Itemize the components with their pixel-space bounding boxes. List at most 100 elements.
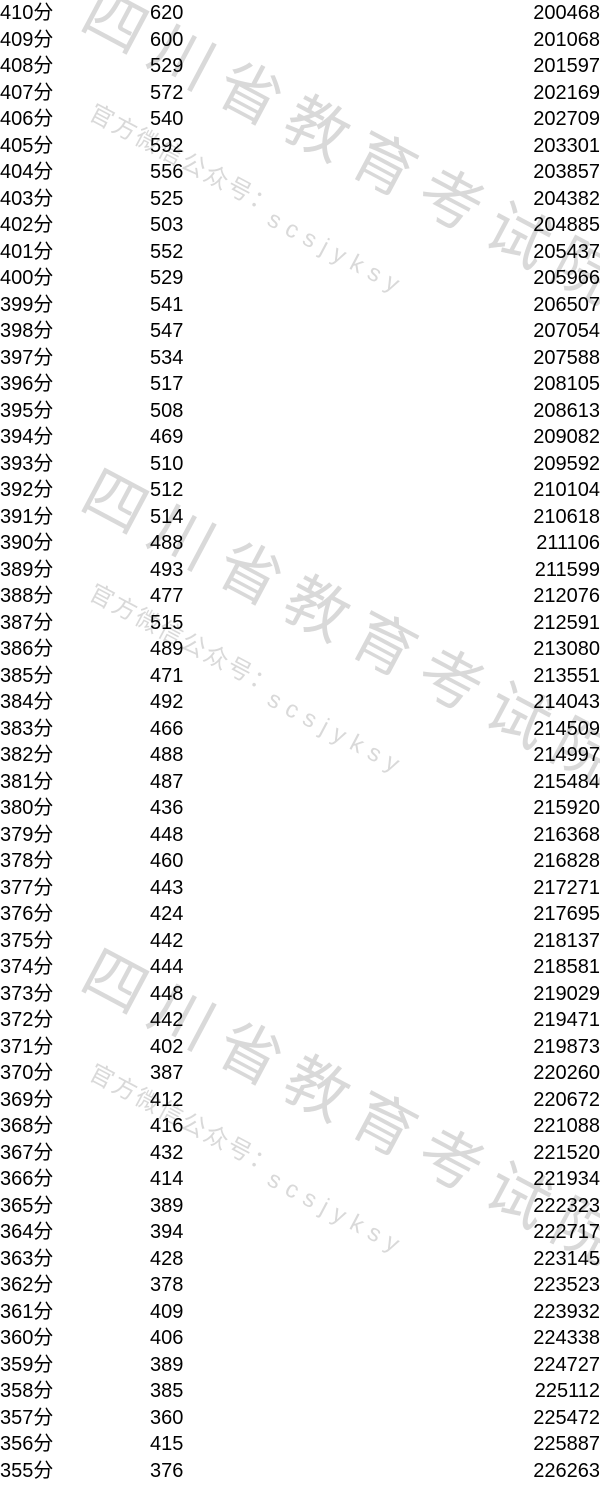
cumulative-cell: 221934 bbox=[320, 1166, 600, 1193]
count-cell: 448 bbox=[150, 981, 320, 1008]
table-row: 394分469209082 bbox=[0, 424, 600, 451]
table-row: 380分436215920 bbox=[0, 795, 600, 822]
table-row: 405分592203301 bbox=[0, 133, 600, 160]
count-cell: 444 bbox=[150, 954, 320, 981]
count-cell: 515 bbox=[150, 610, 320, 637]
score-cell: 376分 bbox=[0, 901, 150, 928]
count-cell: 385 bbox=[150, 1378, 320, 1405]
table-row: 409分600201068 bbox=[0, 27, 600, 54]
score-cell: 363分 bbox=[0, 1246, 150, 1273]
score-cell: 391分 bbox=[0, 504, 150, 531]
table-row: 376分424217695 bbox=[0, 901, 600, 928]
cumulative-cell: 221520 bbox=[320, 1140, 600, 1167]
cumulative-cell: 210104 bbox=[320, 477, 600, 504]
score-cell: 367分 bbox=[0, 1140, 150, 1167]
cumulative-cell: 219873 bbox=[320, 1034, 600, 1061]
score-cell: 375分 bbox=[0, 928, 150, 955]
cumulative-cell: 213080 bbox=[320, 636, 600, 663]
count-cell: 432 bbox=[150, 1140, 320, 1167]
cumulative-cell: 209082 bbox=[320, 424, 600, 451]
count-cell: 540 bbox=[150, 106, 320, 133]
cumulative-cell: 200468 bbox=[320, 0, 600, 27]
score-cell: 400分 bbox=[0, 265, 150, 292]
table-row: 357分360225472 bbox=[0, 1405, 600, 1432]
cumulative-cell: 216368 bbox=[320, 822, 600, 849]
table-row: 395分508208613 bbox=[0, 398, 600, 425]
count-cell: 412 bbox=[150, 1087, 320, 1114]
cumulative-cell: 219029 bbox=[320, 981, 600, 1008]
count-cell: 415 bbox=[150, 1431, 320, 1458]
table-row: 358分385225112 bbox=[0, 1378, 600, 1405]
cumulative-cell: 219471 bbox=[320, 1007, 600, 1034]
score-cell: 408分 bbox=[0, 53, 150, 80]
count-cell: 448 bbox=[150, 822, 320, 849]
cumulative-cell: 202169 bbox=[320, 80, 600, 107]
table-row: 391分514210618 bbox=[0, 504, 600, 531]
score-cell: 366分 bbox=[0, 1166, 150, 1193]
count-cell: 493 bbox=[150, 557, 320, 584]
table-row: 356分415225887 bbox=[0, 1431, 600, 1458]
score-cell: 385分 bbox=[0, 663, 150, 690]
count-cell: 489 bbox=[150, 636, 320, 663]
score-cell: 381分 bbox=[0, 769, 150, 796]
cumulative-cell: 202709 bbox=[320, 106, 600, 133]
cumulative-cell: 210618 bbox=[320, 504, 600, 531]
score-cell: 387分 bbox=[0, 610, 150, 637]
cumulative-cell: 215920 bbox=[320, 795, 600, 822]
count-cell: 424 bbox=[150, 901, 320, 928]
count-cell: 360 bbox=[150, 1405, 320, 1432]
score-cell: 392分 bbox=[0, 477, 150, 504]
count-cell: 529 bbox=[150, 53, 320, 80]
score-cell: 356分 bbox=[0, 1431, 150, 1458]
score-cell: 394分 bbox=[0, 424, 150, 451]
table-row: 384分492214043 bbox=[0, 689, 600, 716]
cumulative-cell: 207054 bbox=[320, 318, 600, 345]
cumulative-cell: 211599 bbox=[320, 557, 600, 584]
count-cell: 477 bbox=[150, 583, 320, 610]
cumulative-cell: 221088 bbox=[320, 1113, 600, 1140]
count-cell: 541 bbox=[150, 292, 320, 319]
cumulative-cell: 220260 bbox=[320, 1060, 600, 1087]
score-cell: 358分 bbox=[0, 1378, 150, 1405]
cumulative-cell: 226263 bbox=[320, 1458, 600, 1485]
cumulative-cell: 212076 bbox=[320, 583, 600, 610]
table-row: 379分448216368 bbox=[0, 822, 600, 849]
cumulative-cell: 215484 bbox=[320, 769, 600, 796]
cumulative-cell: 223145 bbox=[320, 1246, 600, 1273]
table-row: 371分402219873 bbox=[0, 1034, 600, 1061]
table-row: 393分510209592 bbox=[0, 451, 600, 478]
count-cell: 428 bbox=[150, 1246, 320, 1273]
table-row: 363分428223145 bbox=[0, 1246, 600, 1273]
count-cell: 471 bbox=[150, 663, 320, 690]
count-cell: 503 bbox=[150, 212, 320, 239]
count-cell: 600 bbox=[150, 27, 320, 54]
table-row: 365分389222323 bbox=[0, 1193, 600, 1220]
count-cell: 402 bbox=[150, 1034, 320, 1061]
count-cell: 512 bbox=[150, 477, 320, 504]
table-row: 362分378223523 bbox=[0, 1272, 600, 1299]
score-cell: 383分 bbox=[0, 716, 150, 743]
table-body: 410分620200468409分600201068408分5292015974… bbox=[0, 0, 600, 1484]
score-cell: 370分 bbox=[0, 1060, 150, 1087]
count-cell: 547 bbox=[150, 318, 320, 345]
cumulative-cell: 214043 bbox=[320, 689, 600, 716]
table-row: 372分442219471 bbox=[0, 1007, 600, 1034]
count-cell: 416 bbox=[150, 1113, 320, 1140]
score-cell: 403分 bbox=[0, 186, 150, 213]
count-cell: 534 bbox=[150, 345, 320, 372]
cumulative-cell: 213551 bbox=[320, 663, 600, 690]
table-row: 375分442218137 bbox=[0, 928, 600, 955]
table-row: 404分556203857 bbox=[0, 159, 600, 186]
score-cell: 407分 bbox=[0, 80, 150, 107]
count-cell: 469 bbox=[150, 424, 320, 451]
score-cell: 371分 bbox=[0, 1034, 150, 1061]
score-cell: 401分 bbox=[0, 239, 150, 266]
table-row: 396分517208105 bbox=[0, 371, 600, 398]
cumulative-cell: 225887 bbox=[320, 1431, 600, 1458]
table-row: 407分572202169 bbox=[0, 80, 600, 107]
table-row: 378分460216828 bbox=[0, 848, 600, 875]
score-cell: 374分 bbox=[0, 954, 150, 981]
count-cell: 387 bbox=[150, 1060, 320, 1087]
table-row: 406分540202709 bbox=[0, 106, 600, 133]
table-row: 392分512210104 bbox=[0, 477, 600, 504]
